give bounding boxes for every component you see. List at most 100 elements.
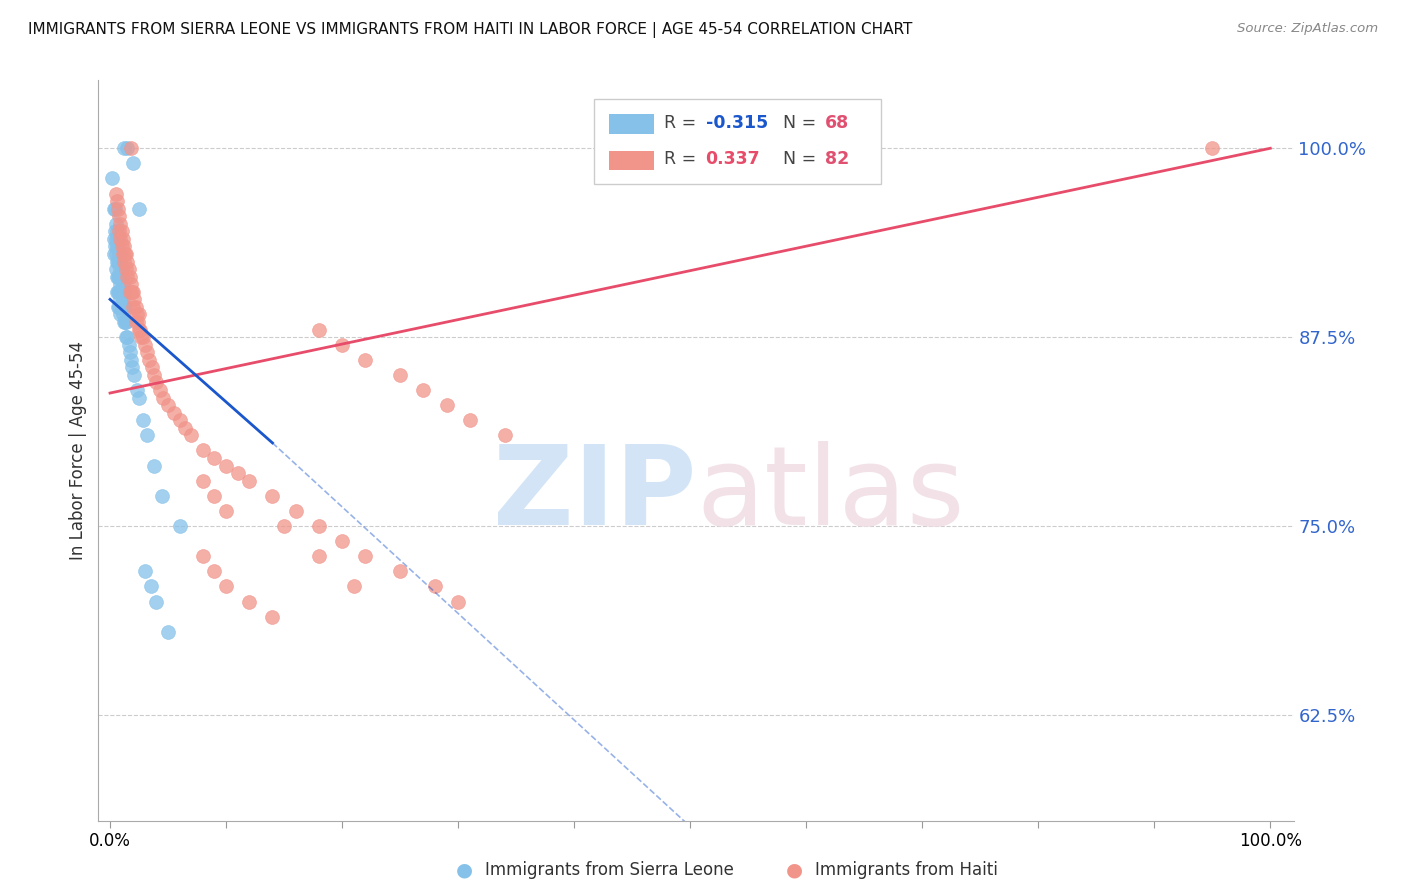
Point <box>308 322 330 336</box>
Point <box>125 308 148 322</box>
Text: ZIP: ZIP <box>492 442 696 549</box>
Point <box>262 609 284 624</box>
Point <box>104 239 127 253</box>
Point <box>107 202 129 216</box>
Point <box>112 300 135 314</box>
Point <box>112 315 135 329</box>
Point <box>180 428 202 442</box>
Point <box>103 232 125 246</box>
Point <box>103 202 125 216</box>
FancyBboxPatch shape <box>609 114 654 134</box>
Point <box>354 549 377 564</box>
Point <box>330 534 353 549</box>
Point <box>330 337 353 351</box>
Point <box>114 315 136 329</box>
Point <box>120 141 142 155</box>
Text: IMMIGRANTS FROM SIERRA LEONE VS IMMIGRANTS FROM HAITI IN LABOR FORCE | AGE 45-54: IMMIGRANTS FROM SIERRA LEONE VS IMMIGRAN… <box>28 22 912 38</box>
Point <box>145 594 167 608</box>
Point <box>117 141 139 155</box>
Y-axis label: In Labor Force | Age 45-54: In Labor Force | Age 45-54 <box>69 341 87 560</box>
Text: ●: ● <box>456 860 472 880</box>
Text: 68: 68 <box>825 114 849 132</box>
Point <box>124 293 146 307</box>
Point <box>112 285 135 299</box>
FancyBboxPatch shape <box>609 151 654 169</box>
Point <box>111 239 134 253</box>
Point <box>389 565 412 579</box>
Point <box>103 247 125 261</box>
Point <box>157 624 180 639</box>
Point <box>152 391 174 405</box>
Point <box>127 315 149 329</box>
Point <box>112 239 135 253</box>
Point <box>117 254 139 268</box>
Point <box>1201 141 1223 155</box>
Point <box>128 322 150 336</box>
Point <box>458 413 481 427</box>
Point <box>389 368 412 382</box>
Text: Source: ZipAtlas.com: Source: ZipAtlas.com <box>1237 22 1378 36</box>
Point <box>191 549 214 564</box>
Text: Immigrants from Haiti: Immigrants from Haiti <box>815 861 998 879</box>
Point <box>111 293 134 307</box>
Point <box>215 579 238 593</box>
Point <box>104 247 127 261</box>
Point <box>412 383 434 397</box>
Point <box>129 322 152 336</box>
Point <box>145 376 167 390</box>
Point <box>191 443 214 458</box>
Point <box>111 262 134 277</box>
Point <box>128 391 150 405</box>
Point <box>115 247 138 261</box>
Point <box>131 330 153 344</box>
Text: R =: R = <box>664 114 702 132</box>
Point <box>115 262 138 277</box>
Point <box>108 254 131 268</box>
Point <box>128 308 150 322</box>
Point <box>105 269 128 284</box>
Text: 0.337: 0.337 <box>706 151 761 169</box>
Point <box>105 285 128 299</box>
Point <box>136 345 159 359</box>
Point <box>118 285 141 299</box>
Point <box>108 269 131 284</box>
Point <box>150 489 173 503</box>
Point <box>262 489 284 503</box>
Point <box>273 519 295 533</box>
Point <box>117 262 139 277</box>
Point <box>107 239 129 253</box>
Point <box>105 224 128 238</box>
Point <box>354 352 377 367</box>
Text: atlas: atlas <box>696 442 965 549</box>
Point <box>308 549 330 564</box>
Text: -0.315: -0.315 <box>706 114 768 132</box>
Point <box>121 360 143 375</box>
Point <box>204 565 226 579</box>
Point <box>436 398 458 412</box>
Point <box>111 224 134 238</box>
Point <box>101 171 124 186</box>
Point <box>110 217 132 231</box>
Text: ●: ● <box>786 860 803 880</box>
Point <box>110 277 132 292</box>
Point <box>131 330 153 344</box>
Point <box>117 269 139 284</box>
Point <box>122 300 145 314</box>
Point <box>343 579 366 593</box>
Point <box>111 300 134 314</box>
Point <box>157 398 180 412</box>
Point <box>104 224 127 238</box>
Point <box>104 217 127 231</box>
Point <box>308 519 330 533</box>
Point <box>120 352 142 367</box>
Point <box>111 269 134 284</box>
Point <box>108 209 131 223</box>
Point <box>115 330 138 344</box>
Text: 82: 82 <box>825 151 849 169</box>
Point <box>114 247 136 261</box>
Point <box>138 352 160 367</box>
Point <box>134 337 156 351</box>
Point <box>108 247 131 261</box>
Point <box>124 315 146 329</box>
Text: N =: N = <box>783 151 823 169</box>
